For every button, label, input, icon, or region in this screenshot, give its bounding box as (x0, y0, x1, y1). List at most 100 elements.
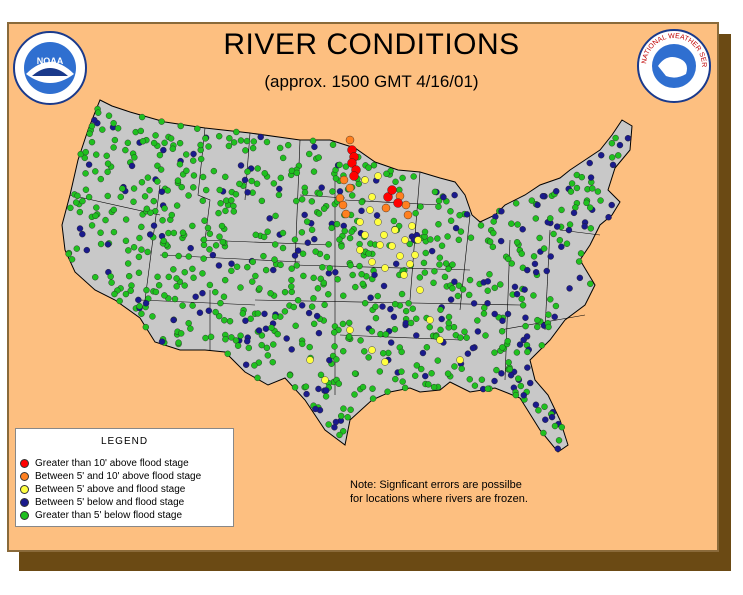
gauge-point (508, 220, 515, 227)
gauge-point (237, 332, 244, 339)
gauge-point (586, 204, 594, 211)
gauge-point (372, 314, 380, 322)
gauge-point (169, 145, 176, 153)
gauge-point (421, 269, 429, 276)
gauge-point (456, 212, 463, 219)
gauge-point (258, 341, 265, 349)
gauge-point (393, 260, 400, 268)
gauge-point (370, 162, 378, 169)
gauge-point (73, 245, 80, 252)
gauge-point (463, 211, 471, 218)
gauge-point (303, 218, 311, 225)
gauge-point (293, 169, 301, 177)
legend-label: Between 5' below and flood stage (35, 497, 185, 508)
gauge-point (459, 286, 467, 293)
gauge-point (451, 278, 458, 285)
gauge-point (79, 197, 86, 205)
gauge-point (339, 175, 349, 185)
gauge-point (68, 256, 76, 263)
gauge-point (234, 342, 242, 349)
gauge-point (281, 288, 289, 296)
gauge-point (138, 179, 146, 186)
gauge-point (484, 287, 491, 294)
gauge-point (426, 323, 433, 331)
gauge-point (283, 335, 290, 342)
gauge-point (301, 189, 309, 196)
gauge-point (336, 431, 343, 439)
gauge-point (430, 279, 437, 287)
gauge-point (270, 266, 277, 274)
gauge-point (122, 237, 130, 245)
gauge-point (271, 256, 278, 263)
gauge-point (545, 323, 552, 331)
gauge-point (261, 310, 268, 318)
gauge-point (253, 180, 261, 187)
gauge-point (558, 243, 565, 250)
gauge-point (138, 113, 146, 121)
gauge-point (451, 191, 458, 199)
gauge-point (138, 246, 145, 253)
gauge-point (205, 143, 212, 150)
gauge-point (152, 288, 160, 296)
gauge-point (616, 141, 624, 149)
gauge-point (521, 286, 528, 293)
gauge-point (456, 356, 464, 364)
gauge-point (428, 247, 436, 255)
gauge-point (130, 198, 137, 206)
gauge-point (65, 250, 72, 258)
gauge-point (445, 319, 452, 327)
gauge-point (366, 206, 374, 214)
gauge-point (170, 266, 177, 273)
legend-label: Greater than 10' above flood stage (35, 458, 189, 469)
gauge-point (321, 301, 328, 309)
gauge-point (442, 260, 450, 267)
gauge-point (315, 385, 322, 393)
gauge-point (440, 193, 447, 201)
gauge-point (484, 300, 491, 307)
gauge-point (181, 282, 188, 289)
gauge-point (279, 154, 287, 162)
gauge-point (565, 226, 573, 234)
gauge-point (260, 252, 267, 260)
gauge-point (563, 240, 571, 247)
gauge-point (398, 348, 405, 356)
gauge-point (543, 267, 550, 275)
gauge-point (410, 173, 417, 180)
gauge-point (335, 380, 343, 387)
gauge-point (167, 135, 175, 142)
gauge-point (209, 251, 217, 259)
gauge-point (124, 139, 132, 147)
gauge-point (305, 309, 313, 317)
gauge-point (390, 313, 398, 321)
gauge-point (379, 303, 386, 310)
gauge-point (325, 291, 332, 298)
gauge-point (92, 168, 99, 175)
gauge-point (351, 391, 358, 398)
gauge-point (97, 229, 104, 236)
gauge-point (254, 310, 262, 317)
gauge-point (469, 344, 477, 352)
gauge-point (422, 372, 429, 380)
gauge-point (497, 281, 504, 288)
gauge-point (241, 176, 249, 184)
gauge-point (298, 196, 306, 203)
gauge-point (228, 197, 235, 204)
gauge-point (406, 260, 414, 268)
gauge-point (104, 241, 112, 248)
gauge-point (88, 122, 96, 130)
gauge-point (332, 175, 340, 182)
gauge-point (258, 332, 266, 339)
gauge-point (288, 265, 295, 272)
gauge-point (233, 128, 240, 136)
gauge-point (288, 283, 295, 290)
gauge-point (380, 282, 388, 290)
legend-swatch-icon (20, 485, 29, 494)
gauge-point (302, 383, 310, 390)
noaa-logo-icon: NOAA (13, 31, 87, 105)
gauge-point (92, 212, 99, 220)
gauge-point (368, 346, 376, 354)
gauge-point (522, 322, 529, 330)
gauge-point (102, 216, 109, 224)
gauge-point (609, 161, 617, 169)
gauge-point (310, 295, 317, 302)
